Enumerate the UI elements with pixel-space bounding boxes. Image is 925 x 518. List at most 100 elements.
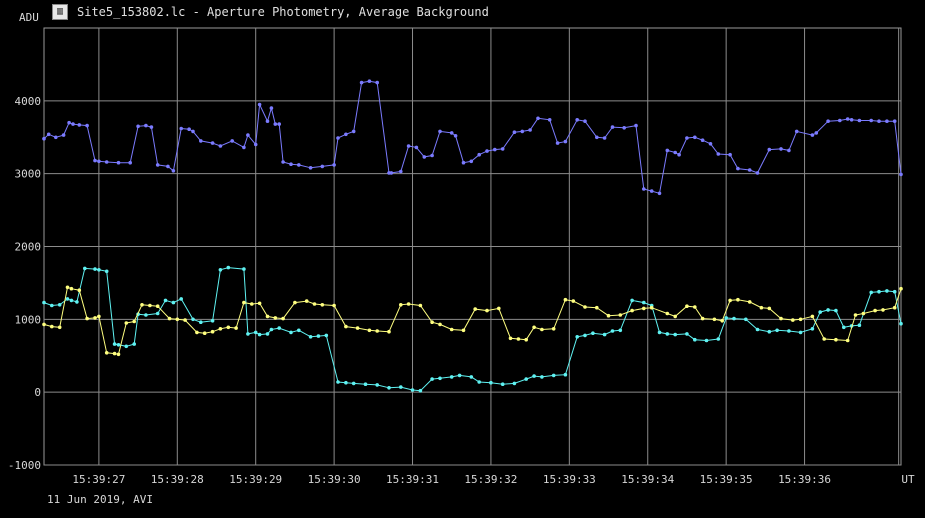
data-point [195, 330, 199, 335]
y-tick-label: -1000 [8, 459, 41, 472]
data-point [257, 332, 262, 337]
data-point [853, 313, 858, 317]
data-point [257, 102, 262, 107]
data-point [857, 118, 862, 123]
data-point [116, 343, 121, 347]
x-tick-label: 15:39:28 [151, 473, 204, 486]
data-point [673, 314, 677, 319]
data-point [265, 119, 270, 123]
data-point [430, 153, 434, 158]
data-point [257, 301, 262, 306]
data-point [497, 306, 501, 311]
data-point [540, 327, 544, 332]
data-point [269, 106, 274, 110]
data-point [516, 337, 521, 341]
data-point [685, 136, 689, 140]
data-point [744, 317, 748, 322]
data-point [728, 152, 732, 157]
data-point [899, 286, 903, 291]
data-point [571, 299, 576, 303]
data-point [71, 122, 75, 126]
data-point [69, 286, 74, 291]
data-point [293, 300, 297, 305]
data-point [602, 136, 607, 140]
data-point [547, 118, 552, 122]
data-point [367, 328, 372, 333]
data-point [344, 324, 348, 329]
data-point [387, 329, 391, 334]
data-point [183, 318, 187, 322]
data-point [199, 139, 203, 143]
data-point [524, 377, 528, 381]
data-point [685, 332, 689, 336]
data-point [747, 300, 752, 304]
data-point [798, 317, 803, 322]
data-point [485, 308, 489, 313]
data-point [422, 155, 427, 159]
data-point [755, 171, 760, 175]
data-point [563, 372, 568, 377]
data-point [171, 300, 176, 305]
data-point [179, 126, 183, 131]
data-point [469, 159, 474, 164]
data-point [406, 144, 411, 148]
y-tick-label: 3000 [15, 168, 42, 181]
data-point [477, 380, 482, 384]
data-point [50, 324, 54, 329]
data-point [355, 326, 360, 330]
data-point [332, 163, 336, 167]
data-point [595, 135, 599, 140]
series-line [43, 267, 902, 392]
data-point [269, 327, 274, 332]
data-point [273, 122, 278, 126]
data-point [892, 289, 897, 294]
data-point [520, 129, 525, 134]
data-point [532, 374, 536, 378]
data-point [61, 133, 66, 137]
data-point [304, 299, 309, 303]
data-point [885, 119, 889, 123]
data-point [685, 304, 689, 309]
data-point [132, 342, 136, 346]
data-point [834, 337, 838, 342]
data-point [50, 303, 54, 308]
data-point [308, 335, 313, 339]
data-point [363, 382, 368, 387]
x-tick-label: 15:39:30 [308, 473, 361, 486]
data-point [281, 316, 285, 321]
data-point [166, 164, 170, 169]
data-point [457, 373, 462, 378]
data-point [320, 303, 325, 307]
data-point [787, 148, 791, 153]
data-point [814, 131, 819, 135]
data-point [630, 298, 634, 303]
data-point [351, 129, 356, 134]
data-point [351, 381, 356, 386]
data-point [536, 116, 540, 121]
x-tick-label: 15:39:27 [72, 473, 125, 486]
data-point [112, 351, 117, 356]
data-point [418, 388, 423, 393]
data-point [218, 144, 223, 148]
data-point [297, 328, 301, 333]
data-point [97, 314, 101, 319]
x-tick-label: 15:39:35 [700, 473, 753, 486]
data-point [461, 328, 466, 333]
data-point [673, 332, 677, 337]
data-point [716, 152, 721, 156]
data-point [210, 319, 215, 323]
data-point [642, 306, 646, 311]
data-point [202, 331, 207, 336]
data-point [218, 327, 223, 331]
data-point [359, 80, 364, 85]
data-point [728, 298, 732, 303]
data-point [149, 125, 154, 129]
data-point [563, 139, 568, 144]
data-point [877, 289, 881, 294]
data-point [167, 316, 172, 321]
data-point [449, 131, 454, 135]
data-point [755, 327, 760, 332]
data-point [250, 302, 254, 306]
data-point [779, 316, 783, 321]
data-point [704, 338, 709, 343]
